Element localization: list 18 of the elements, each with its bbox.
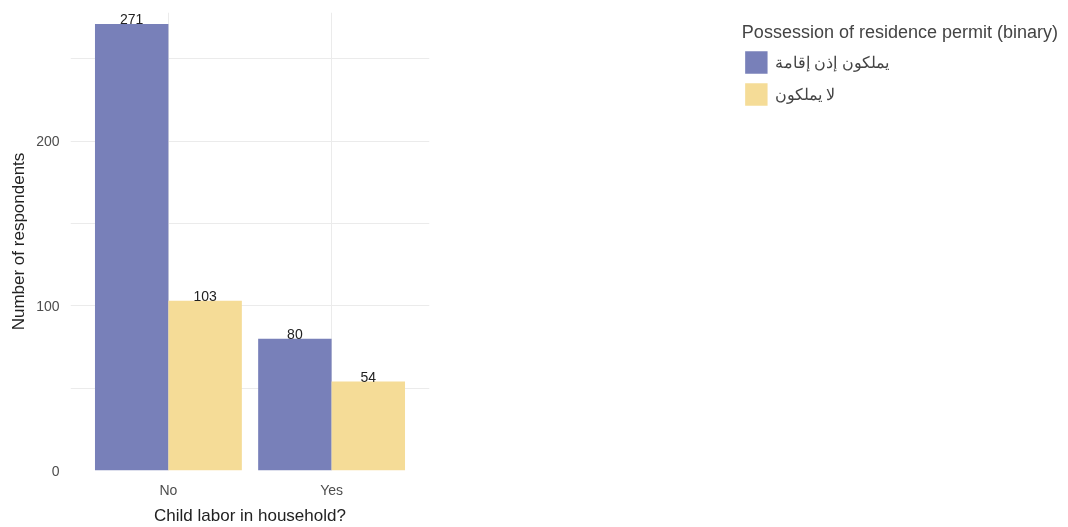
x-axis-title: Child labor in household? [154,505,346,525]
data-label: 271 [120,11,144,28]
x-tick-label: No [159,481,178,498]
bar [331,381,406,471]
y-tick-label: 100 [36,297,60,314]
legend-title: Possession of residence permit (binary) [741,22,1058,43]
x-tick-label: Yes [320,481,344,498]
legend-label: لا يملكون [774,84,836,104]
y-tick-label: 0 [51,462,60,479]
y-axis-title: Number of respondents [9,152,29,331]
bar [168,300,242,471]
legend-label: يملكون إذن إقامة [774,52,889,72]
data-label: 103 [193,287,218,304]
data-label: 80 [287,325,303,342]
bar [94,24,169,471]
y-tick-label: 200 [36,133,60,149]
bar [258,338,332,471]
data-label: 54 [360,368,377,385]
